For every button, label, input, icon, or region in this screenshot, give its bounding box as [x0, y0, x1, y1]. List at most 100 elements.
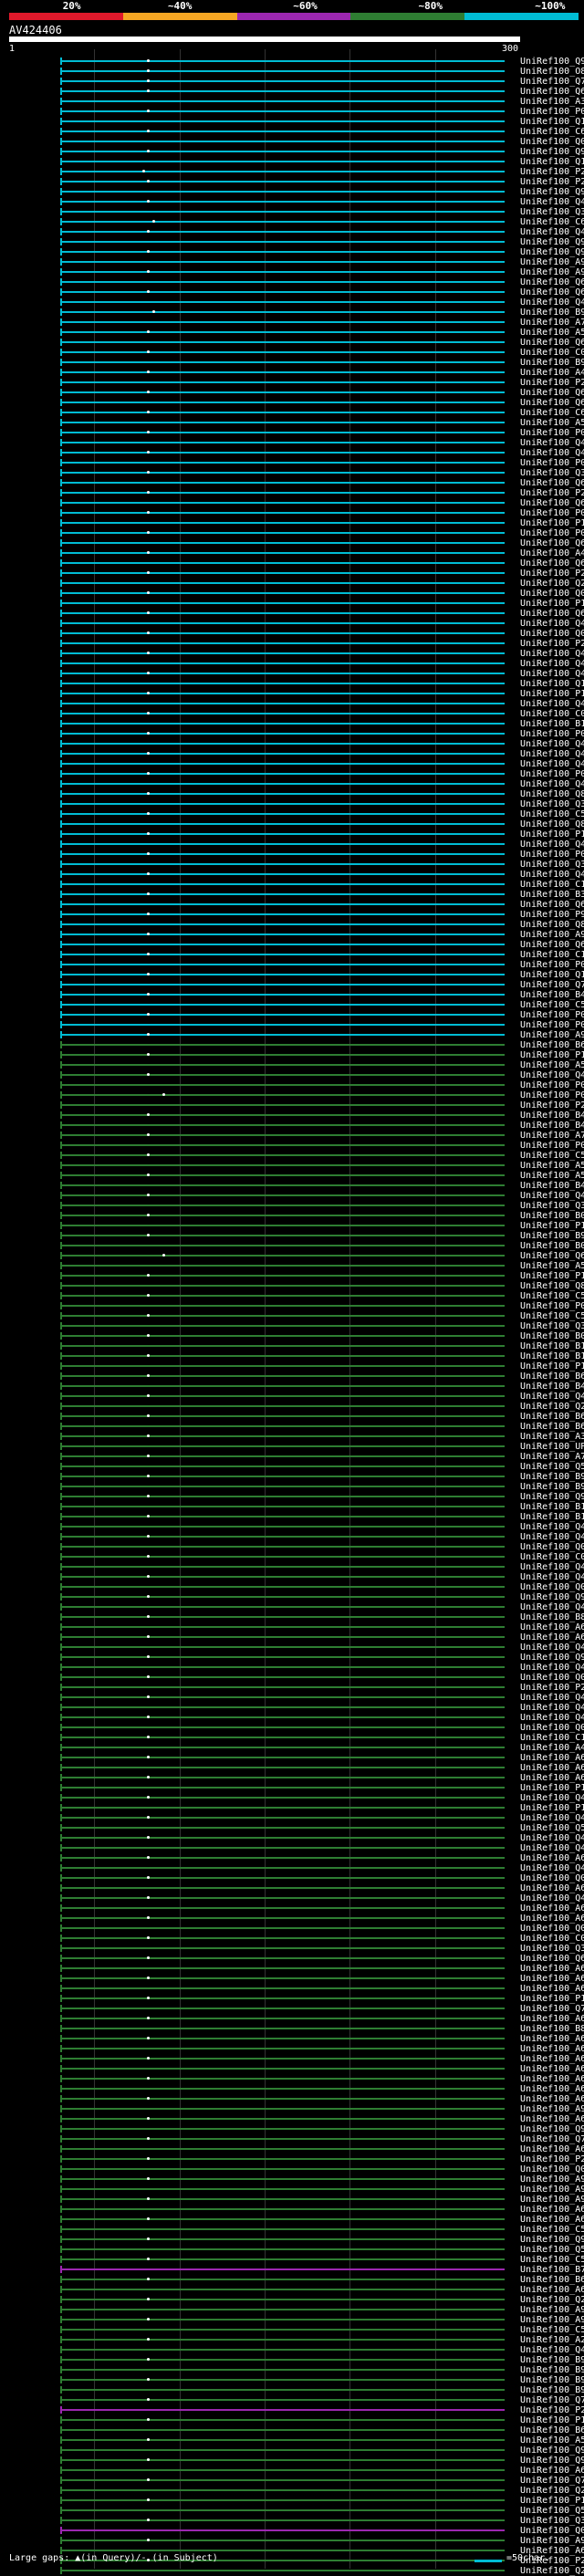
hit-label[interactable]: UniRef100_Q04759 — [520, 1924, 584, 1934]
hit-label[interactable]: UniRef100_P04781 — [520, 960, 584, 970]
hit-bar[interactable] — [60, 110, 506, 112]
hit-bar[interactable] — [60, 1797, 506, 1799]
hit-label[interactable]: UniRef100_B4F884 — [520, 1121, 584, 1131]
hit-bar[interactable] — [60, 181, 506, 183]
hit-label[interactable]: UniRef100_C5X082 — [520, 1311, 584, 1321]
hit-bar[interactable] — [60, 733, 506, 735]
hit-label[interactable]: UniRef100_Q7I1H1 — [520, 2395, 584, 2405]
hit-label[interactable]: UniRef100_Q4YV47 — [520, 1863, 584, 1873]
hit-bar[interactable] — [60, 1385, 506, 1387]
hit-label[interactable]: UniRef100_A9TXU6 — [520, 2174, 584, 2185]
hit-label[interactable]: UniRef100_Q5CCK8 — [520, 2245, 584, 2255]
hit-bar[interactable] — [60, 602, 506, 604]
hit-label[interactable]: UniRef100_Q39142 — [520, 799, 584, 809]
hit-bar[interactable] — [60, 763, 506, 765]
hit-bar[interactable] — [60, 703, 506, 704]
hit-label[interactable]: UniRef100_Q677H3 — [520, 388, 584, 398]
hit-label[interactable]: UniRef100_P10460 — [520, 2496, 584, 2506]
hit-bar[interactable] — [60, 1486, 506, 1487]
hit-bar[interactable] — [60, 843, 506, 845]
hit-bar[interactable] — [60, 903, 506, 905]
hit-bar[interactable] — [60, 1184, 506, 1186]
hit-bar[interactable] — [60, 562, 506, 564]
hit-label[interactable]: UniRef100_A6NSH1 — [520, 2014, 584, 2024]
hit-label[interactable]: UniRef100_Q64445 — [520, 478, 584, 488]
hit-bar[interactable] — [60, 2469, 506, 2471]
hit-label[interactable]: UniRef100_Q9M600 — [520, 247, 584, 257]
hit-label[interactable]: UniRef100_A6NN49 — [520, 1853, 584, 1863]
hit-label[interactable]: UniRef100_Q41421 — [520, 759, 584, 769]
hit-label[interactable]: UniRef100_Q5QK58 — [520, 1823, 584, 1833]
hit-bar[interactable] — [60, 1706, 506, 1708]
hit-bar[interactable] — [60, 1104, 506, 1106]
hit-label[interactable]: UniRef100_A5JUP9 — [520, 1261, 584, 1271]
hit-bar[interactable] — [60, 2389, 506, 2391]
hit-bar[interactable] — [60, 1747, 506, 1748]
hit-bar[interactable] — [60, 2158, 506, 2160]
hit-label[interactable]: UniRef100_Q93XW4 — [520, 1592, 584, 1602]
hit-label[interactable]: UniRef100_Q9GVJ2 — [520, 1653, 584, 1663]
hit-label[interactable]: UniRef100_A6NKU8 — [520, 2074, 584, 2084]
hit-bar[interactable] — [60, 642, 506, 644]
hit-label[interactable]: UniRef100_B9S3E6 — [520, 2375, 584, 2385]
hit-label[interactable]: UniRef100_A6NVX9 — [520, 1914, 584, 1924]
hit-bar[interactable] — [60, 2148, 506, 2150]
hit-bar[interactable] — [60, 1666, 506, 1668]
hit-label[interactable]: UniRef100_Q04771 — [520, 1542, 584, 1552]
hit-label[interactable]: UniRef100_Q24226 — [520, 1402, 584, 1412]
hit-label[interactable]: UniRef100_Q9S717 — [520, 2456, 584, 2466]
hit-label[interactable]: UniRef100_Q64447 — [520, 900, 584, 910]
hit-label[interactable]: UniRef100_C5WTL1 — [520, 2325, 584, 2335]
hit-bar[interactable] — [60, 1807, 506, 1809]
hit-bar[interactable] — [60, 863, 506, 865]
hit-label[interactable]: UniRef100_Q41480 — [520, 779, 584, 789]
hit-label[interactable]: UniRef100_A9PE15 — [520, 267, 584, 277]
hit-label[interactable]: UniRef100_Q49812 — [520, 2345, 584, 2355]
hit-bar[interactable] — [60, 1134, 506, 1136]
hit-label[interactable]: UniRef100_P12332 — [520, 2415, 584, 2425]
hit-bar[interactable] — [60, 2088, 506, 2090]
hit-bar[interactable] — [60, 2379, 506, 2381]
hit-label[interactable]: UniRef100_A6P882 — [520, 1622, 584, 1632]
hit-label[interactable]: UniRef100_B0M6Q6 — [520, 1331, 584, 1341]
hit-label[interactable]: UniRef100_Q04769 — [520, 1723, 584, 1733]
hit-label[interactable]: UniRef100_P12469 — [520, 599, 584, 609]
hit-bar[interactable] — [60, 1927, 506, 1929]
hit-label[interactable]: UniRef100_Q22S42 — [520, 2486, 584, 2496]
hit-bar[interactable] — [60, 2128, 506, 2130]
hit-label[interactable]: UniRef100_A6NHW7 — [520, 2546, 584, 2556]
hit-label[interactable]: UniRef100_Q9LKJ0 — [520, 147, 584, 157]
hit-bar[interactable] — [60, 1074, 506, 1076]
hit-label[interactable]: UniRef100_Q57572 — [520, 1462, 584, 1472]
hit-bar[interactable] — [60, 90, 506, 92]
hit-bar[interactable] — [60, 1335, 506, 1337]
hit-bar[interactable] — [60, 171, 506, 172]
hit-label[interactable]: UniRef100_A3FGK2 — [520, 97, 584, 107]
hit-bar[interactable] — [60, 974, 506, 975]
hit-bar[interactable] — [60, 1375, 506, 1377]
hit-bar[interactable] — [60, 1506, 506, 1507]
hit-label[interactable]: UniRef100_Q9F5P0 — [520, 1492, 584, 1502]
hit-label[interactable]: UniRef100_C0PDV4 — [520, 1934, 584, 1944]
hit-bar[interactable] — [60, 371, 506, 373]
hit-bar[interactable] — [60, 1365, 506, 1367]
hit-bar[interactable] — [60, 341, 506, 343]
hit-label[interactable]: UniRef100_A7PJV3 — [520, 318, 584, 328]
hit-bar[interactable] — [60, 1325, 506, 1327]
hit-bar[interactable] — [60, 80, 506, 82]
hit-bar[interactable] — [60, 1767, 506, 1768]
hit-bar[interactable] — [60, 2570, 506, 2571]
hit-label[interactable]: UniRef100_P05221 — [520, 1090, 584, 1100]
hit-bar[interactable] — [60, 1455, 506, 1457]
hit-bar[interactable] — [60, 1245, 506, 1246]
hit-bar[interactable] — [60, 2309, 506, 2310]
hit-label[interactable]: UniRef100_Q40061 — [520, 448, 584, 458]
hit-label[interactable]: UniRef100_Q2XTE0 — [520, 579, 584, 589]
hit-label[interactable]: UniRef100_P0C8S8 — [520, 1010, 584, 1020]
hit-bar[interactable] — [60, 1405, 506, 1407]
hit-label[interactable]: UniRef100_A5BR14 — [520, 1060, 584, 1070]
hit-bar[interactable] — [60, 933, 506, 935]
hit-label[interactable]: UniRef100_A9SGF4 — [520, 2195, 584, 2205]
hit-bar[interactable] — [60, 1787, 506, 1789]
hit-label[interactable]: UniRef100_B9SF73 — [520, 1231, 584, 1241]
